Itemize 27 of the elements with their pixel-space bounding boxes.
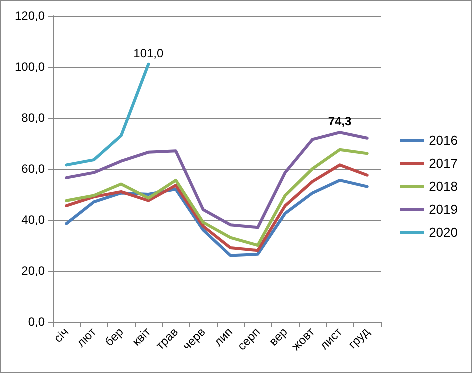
legend-label: 2017 bbox=[429, 156, 458, 171]
x-tick-label: черв bbox=[180, 325, 208, 354]
line-series bbox=[65, 62, 150, 167]
y-tick-label: 80,0 bbox=[22, 111, 46, 125]
line-series bbox=[65, 131, 369, 230]
x-tick-label: груд bbox=[346, 325, 372, 352]
data-label: 101,0 bbox=[134, 46, 164, 60]
x-tick-label: лип bbox=[211, 325, 236, 350]
x-tick-label: трав bbox=[153, 325, 181, 353]
line-series bbox=[65, 164, 369, 252]
x-tick-label: бер bbox=[102, 324, 127, 350]
y-tick-label: 0,0 bbox=[28, 315, 46, 329]
legend-label: 2018 bbox=[429, 179, 458, 194]
legend-label: 2016 bbox=[429, 133, 458, 148]
x-tick-label: вер bbox=[266, 324, 291, 349]
data-label: 74,3 bbox=[328, 114, 352, 129]
y-tick-label: 40,0 bbox=[22, 213, 46, 227]
x-tick-label: січ bbox=[51, 325, 72, 346]
legend-label: 2020 bbox=[429, 225, 458, 240]
line-series bbox=[65, 148, 369, 247]
x-tick-label: лют bbox=[74, 324, 100, 350]
y-tick-label: 120,0 bbox=[14, 9, 46, 23]
y-tick-label: 20,0 bbox=[22, 264, 46, 278]
y-tick-label: 60,0 bbox=[22, 162, 46, 176]
x-tick-label: квіт bbox=[130, 324, 154, 349]
y-tick-label: 100,0 bbox=[14, 60, 46, 74]
legend-label: 2019 bbox=[429, 202, 458, 217]
